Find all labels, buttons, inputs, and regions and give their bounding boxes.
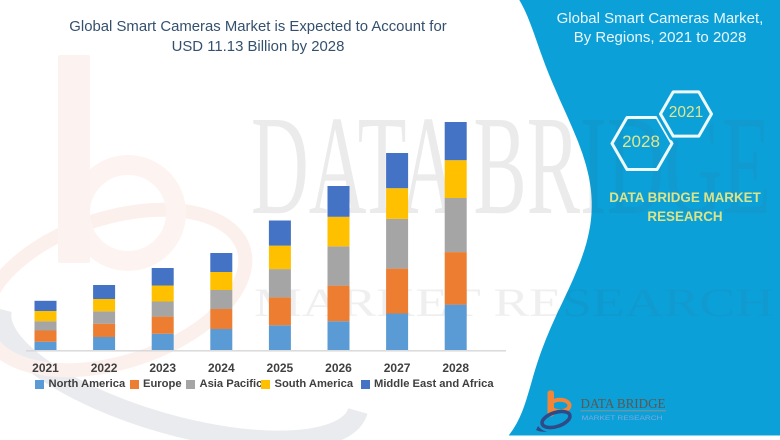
svg-text:MARKET RESEARCH: MARKET RESEARCH (582, 415, 663, 422)
svg-text:DATA BRIDGE: DATA BRIDGE (581, 396, 666, 411)
